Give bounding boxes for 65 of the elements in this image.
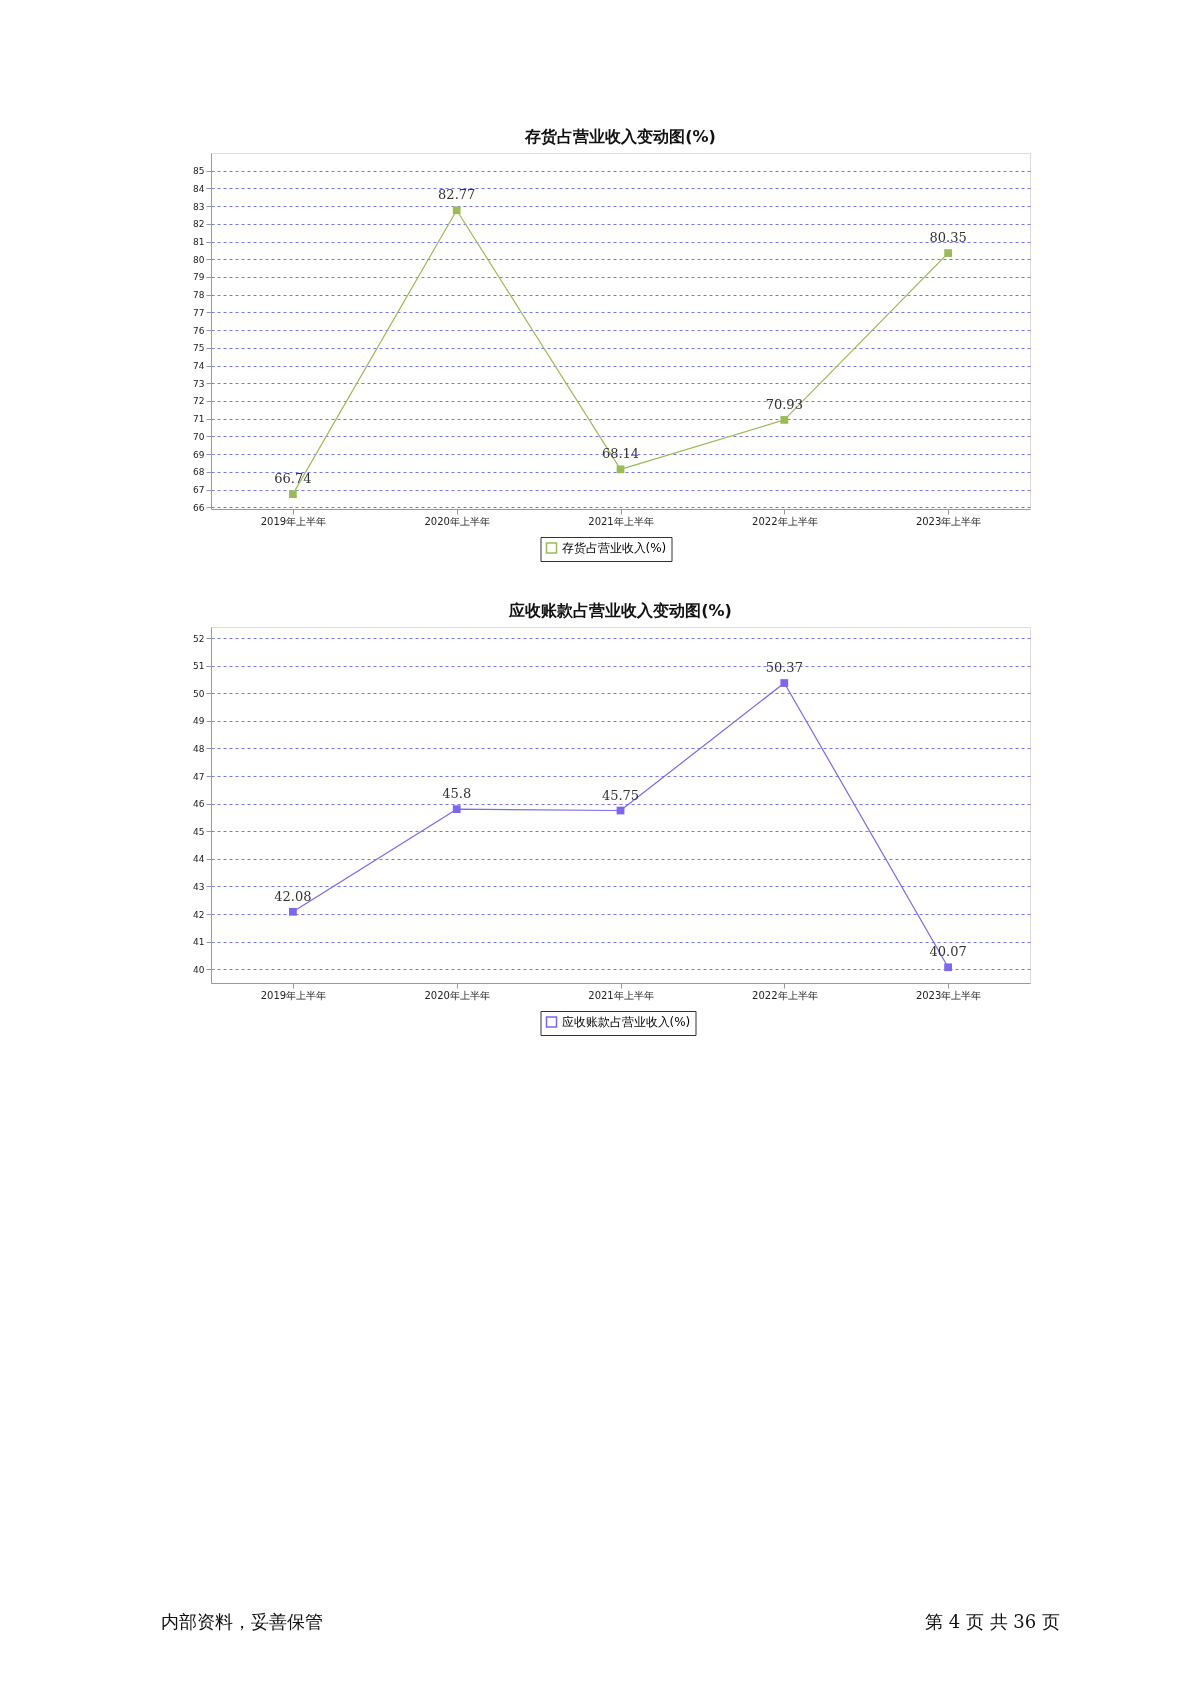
point xyxy=(616,465,625,474)
y-tick-label: 41 xyxy=(193,937,205,948)
x-tick-label: 2021年上半年 xyxy=(588,515,654,527)
y-tick-label: 73 xyxy=(193,378,205,389)
y-tick-label: 80 xyxy=(193,254,205,265)
y-tick-label: 81 xyxy=(193,237,205,248)
y-tick-label: 77 xyxy=(193,307,205,318)
y-tick-label: 44 xyxy=(193,854,205,865)
x-tick-label: 2019年上半年 xyxy=(260,515,327,527)
legend-label: 存货占营业收入(%) xyxy=(561,541,667,555)
x-tick-label: 2020年上半年 xyxy=(424,515,490,527)
point xyxy=(289,907,297,916)
y-tick-label: 46 xyxy=(193,799,205,810)
y-tick-label: 72 xyxy=(193,396,205,407)
legend-label: 应收账款占营业收入(%) xyxy=(561,1015,691,1029)
point xyxy=(452,805,461,814)
chart-title: 应收账款占营业收入变动图(%) xyxy=(508,601,732,620)
y-tick-label: 45 xyxy=(193,826,205,837)
point xyxy=(780,679,789,687)
y-tick-label: 66 xyxy=(193,502,205,513)
y-tick-label: 47 xyxy=(193,771,205,782)
y-tick-label: 79 xyxy=(193,272,205,283)
point xyxy=(452,206,461,215)
data-label: 82.77 xyxy=(438,187,476,203)
point xyxy=(944,249,952,257)
y-tick-label: 68 xyxy=(193,467,205,478)
data-label: 45.8 xyxy=(442,786,472,802)
y-tick-label: 50 xyxy=(193,688,205,699)
y-tick-label: 52 xyxy=(193,633,205,644)
y-tick-label: 48 xyxy=(193,743,205,754)
data-label: 45.75 xyxy=(601,787,640,803)
y-tick-label: 83 xyxy=(193,201,205,212)
y-tick-label: 76 xyxy=(193,325,205,336)
data-label: 80.35 xyxy=(929,230,967,246)
x-tick-label: 2023年上半年 xyxy=(915,515,982,527)
y-tick-label: 67 xyxy=(193,485,205,496)
y-tick-label: 75 xyxy=(193,343,205,354)
x-tick-label: 2023年上半年 xyxy=(915,989,982,1001)
x-tick-label: 2020年上半年 xyxy=(424,989,490,1001)
chart-title: 存货占营业收入变动图(%) xyxy=(524,127,716,146)
text: 内部资料，妥善保管 xyxy=(161,1611,323,1632)
y-tick-label: 69 xyxy=(193,449,205,460)
y-tick-label: 40 xyxy=(193,964,205,975)
x-tick-label: 2019年上半年 xyxy=(260,989,327,1001)
y-tick-label: 49 xyxy=(193,716,205,727)
y-tick-label: 85 xyxy=(193,166,205,177)
y-tick-label: 43 xyxy=(193,881,205,892)
y-tick-label: 84 xyxy=(193,183,205,194)
x-tick-label: 2021年上半年 xyxy=(588,989,654,1001)
y-tick-label: 51 xyxy=(193,661,205,672)
y-tick-label: 74 xyxy=(193,361,205,372)
x-tick-label: 2022年上半年 xyxy=(752,989,818,1001)
y-tick-label: 42 xyxy=(193,909,205,920)
point xyxy=(944,963,952,972)
point xyxy=(780,416,789,424)
point xyxy=(289,490,297,498)
text: 第 4 页 共 36 页 xyxy=(925,1611,1060,1632)
data-label: 40.07 xyxy=(929,944,967,960)
data-label: 42.08 xyxy=(274,888,312,904)
y-tick-label: 82 xyxy=(193,219,205,230)
y-tick-label: 70 xyxy=(193,431,205,442)
y-tick-label: 78 xyxy=(193,290,205,301)
data-label: 50.37 xyxy=(765,660,803,676)
y-tick-label: 71 xyxy=(193,414,205,425)
x-tick-label: 2022年上半年 xyxy=(752,515,818,527)
